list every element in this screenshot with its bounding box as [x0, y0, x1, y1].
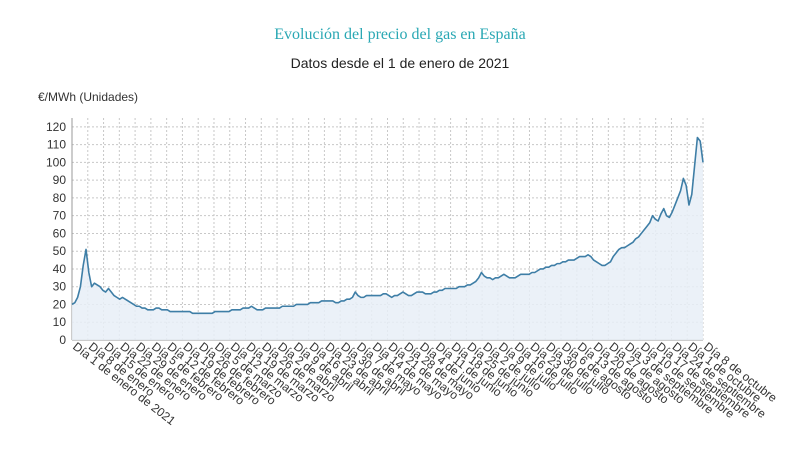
y-tick-label: 90 [53, 173, 67, 187]
series-line [71, 136, 704, 315]
y-tick-label: 100 [46, 155, 66, 169]
y-tick-label: 30 [53, 280, 67, 294]
y-tick-label: 40 [53, 262, 67, 276]
y-tick-label: 10 [53, 315, 67, 329]
y-tick-label: 120 [46, 120, 66, 134]
y-tick-label: 60 [53, 226, 67, 240]
y-tick-label: 70 [53, 209, 67, 223]
series-area [72, 137, 703, 340]
y-tick-label: 80 [53, 191, 67, 205]
chart-title: Evolución del precio del gas en España [274, 26, 526, 43]
y-tick-label: 50 [53, 244, 67, 258]
y-tick-label: 110 [47, 138, 66, 152]
chart-subtitle: Datos desde el 1 de enero de 2021 [290, 55, 510, 71]
y-tick-label: 20 [53, 297, 67, 311]
y-axis-label: €/MWh (Unidades) [38, 90, 139, 104]
y-tick-label: 0 [59, 333, 66, 347]
